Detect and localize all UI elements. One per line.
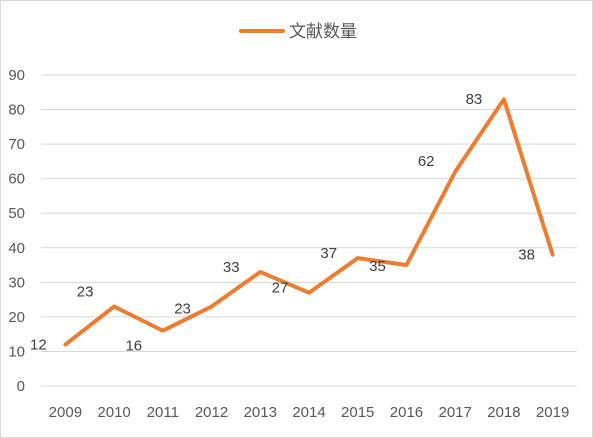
x-tick-label-2017: 2017 xyxy=(438,404,471,421)
y-tick-label: 80 xyxy=(8,102,25,119)
x-tick-label-2009: 2009 xyxy=(49,404,82,421)
y-tick-label: 10 xyxy=(8,343,25,360)
x-tick-label-2014: 2014 xyxy=(292,404,325,421)
y-tick-label: 30 xyxy=(8,274,25,291)
data-label-2016: 35 xyxy=(369,258,386,275)
x-tick-label-2010: 2010 xyxy=(97,404,130,421)
y-tick-label: 20 xyxy=(8,309,25,326)
data-label-2018: 83 xyxy=(466,91,483,108)
y-tick-label: 70 xyxy=(8,136,25,153)
data-labels: 12 23 16 23 33 27 37 35 62 83 38 xyxy=(30,91,535,355)
data-label-2009: 12 xyxy=(30,337,47,354)
x-tick-label-2015: 2015 xyxy=(341,404,374,421)
y-tick-label: 60 xyxy=(8,171,25,188)
y-tick-label: 0 xyxy=(17,378,25,395)
data-label-2017: 62 xyxy=(418,153,435,170)
data-label-2010: 23 xyxy=(77,284,94,301)
data-label-2015: 37 xyxy=(320,245,337,262)
data-label-2013: 33 xyxy=(223,259,240,276)
data-label-2011: 16 xyxy=(125,338,142,355)
x-tick-label-2013: 2013 xyxy=(244,404,277,421)
x-tick-label-2019: 2019 xyxy=(536,404,569,421)
x-axis-tick-labels: 2009 2010 2011 2012 2013 2014 2015 2016 2017 2018… xyxy=(49,404,570,421)
data-label-2012: 23 xyxy=(174,301,191,318)
x-tick-label-2011: 2011 xyxy=(147,404,179,421)
y-tick-label: 40 xyxy=(8,240,25,257)
x-tick-label-2018: 2018 xyxy=(487,404,520,421)
x-tick-label-2012: 2012 xyxy=(195,404,228,421)
y-tick-label: 50 xyxy=(8,205,25,222)
data-label-2019: 38 xyxy=(518,247,535,264)
legend-label: 文献数量 xyxy=(289,22,357,41)
series-line xyxy=(63,97,555,347)
series-group xyxy=(63,97,555,347)
gridlines xyxy=(41,74,577,387)
legend: 文献数量 xyxy=(239,22,357,41)
x-tick-label-2016: 2016 xyxy=(390,404,423,421)
data-label-2014: 27 xyxy=(272,280,289,297)
y-axis-tick-labels: 0 10 20 30 40 50 60 70 80 90 xyxy=(8,67,25,395)
y-tick-label: 90 xyxy=(8,67,25,84)
